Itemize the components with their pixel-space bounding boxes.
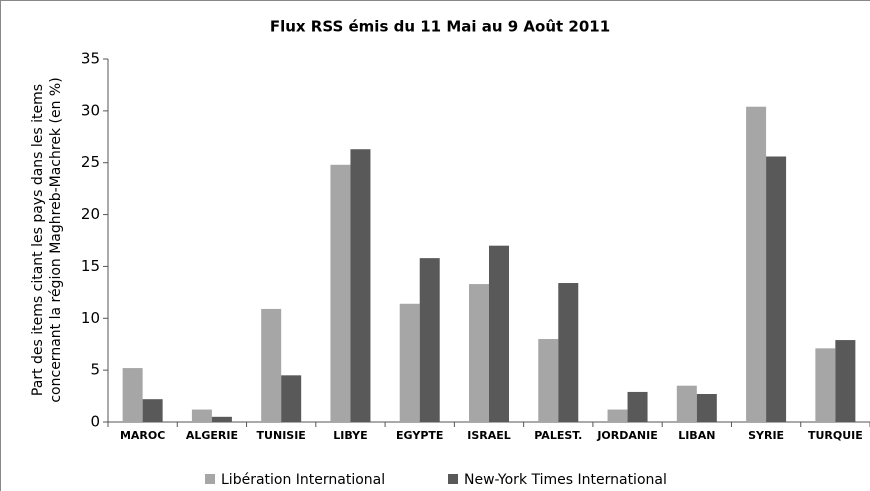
bar <box>815 348 836 422</box>
x-tick-label: JORDANIE <box>596 429 657 442</box>
bar <box>607 409 628 422</box>
bar <box>676 385 697 422</box>
x-tick-label: LIBAN <box>678 429 715 442</box>
x-tick-label: SYRIE <box>748 429 784 442</box>
legend-label: New-York Times International <box>464 472 667 488</box>
x-tick-label: ALGERIE <box>186 429 238 442</box>
bar <box>558 283 579 422</box>
bar <box>696 393 717 422</box>
bar <box>627 391 648 422</box>
legend-swatch <box>448 474 458 484</box>
y-tick-label: 35 <box>81 50 100 68</box>
bar <box>835 340 856 422</box>
y-axis-label: concernant la région Maghreb-Machrek (en… <box>48 77 64 402</box>
y-tick-label: 5 <box>90 361 100 379</box>
y-tick-label: 0 <box>90 413 100 431</box>
bar <box>191 409 212 422</box>
legend-label: Libération International <box>221 472 385 488</box>
x-tick-label: TURQUIE <box>808 429 863 442</box>
bar <box>419 258 440 422</box>
y-tick-label: 30 <box>81 101 100 119</box>
bar <box>261 308 282 422</box>
x-tick-label: MAROC <box>120 429 165 442</box>
x-tick-label: EGYPTE <box>396 429 443 442</box>
bar <box>399 303 420 422</box>
bar <box>142 399 163 422</box>
y-tick-label: 25 <box>81 153 100 171</box>
bar <box>211 416 232 422</box>
bar <box>489 245 509 422</box>
bar <box>281 375 302 422</box>
x-tick-label: PALEST. <box>534 429 582 442</box>
bar <box>469 284 489 422</box>
y-tick-label: 10 <box>81 309 100 327</box>
bar <box>122 368 143 422</box>
bar <box>350 149 371 422</box>
x-tick-label: ISRAEL <box>467 429 511 442</box>
legend-swatch <box>205 474 215 484</box>
y-axis-label: Part des items citant les pays dans les … <box>30 84 46 396</box>
bar <box>746 106 767 423</box>
bar <box>766 156 787 422</box>
bar <box>330 164 351 422</box>
y-tick-label: 20 <box>81 205 100 223</box>
bar <box>538 339 559 422</box>
x-tick-label: TUNISIE <box>257 429 306 442</box>
chart-title: Flux RSS émis du 11 Mai au 9 Août 2011 <box>270 18 610 36</box>
y-tick-label: 15 <box>81 257 100 275</box>
x-tick-label: LIBYE <box>333 429 367 442</box>
